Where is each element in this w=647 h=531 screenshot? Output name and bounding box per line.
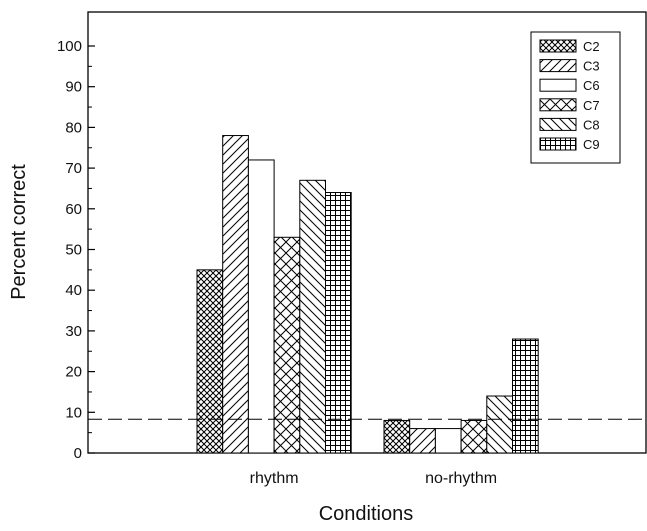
y-axis-title: Percent correct	[8, 164, 30, 300]
y-tick-label: 90	[65, 79, 82, 96]
y-tick-label: 80	[65, 119, 82, 136]
y-tick-label: 50	[65, 242, 82, 259]
legend-label-c7: C7	[583, 98, 600, 113]
legend-label-c3: C3	[583, 59, 600, 74]
bar-c3-no-rhythm	[409, 428, 436, 454]
y-tick-label: 20	[65, 364, 82, 381]
bar-c2-no-rhythm	[383, 419, 411, 454]
x-axis-title: Conditions	[319, 503, 414, 525]
y-tick-label: 10	[65, 404, 82, 421]
bar-c8-rhythm	[299, 179, 326, 454]
legend-label-c8: C8	[583, 117, 600, 132]
x-tick-label-rhythm: rhythm	[250, 470, 299, 487]
bar-c2-rhythm	[196, 269, 224, 454]
bar-c9-rhythm	[325, 192, 352, 454]
legend-swatch-c2	[539, 39, 577, 53]
plot-area-frame	[87, 11, 647, 454]
bar-c6-rhythm	[247, 159, 275, 454]
y-tick-label: 70	[65, 160, 82, 177]
legend-swatch-c8	[539, 117, 577, 131]
legend: C2 C3 C6 C7 C8 C9	[530, 31, 621, 164]
bar-c7-no-rhythm	[460, 419, 488, 454]
y-tick-label: 40	[65, 282, 82, 299]
y-tick-label: 0	[74, 445, 82, 462]
bar-c8-no-rhythm	[486, 395, 513, 454]
legend-swatch-c7	[539, 98, 577, 112]
legend-swatch-c6	[539, 78, 577, 92]
y-tick-label: 100	[57, 38, 82, 55]
legend-swatch-c3	[539, 59, 577, 73]
legend-label-c6: C6	[583, 78, 600, 93]
legend-label-c9: C9	[583, 137, 600, 152]
x-tick-label-no-rhythm: no-rhythm	[425, 470, 497, 487]
y-tick-label: 30	[65, 323, 82, 340]
legend-label-c2: C2	[583, 39, 600, 54]
bar-c6-no-rhythm	[434, 428, 462, 454]
bar-c7-rhythm	[273, 236, 301, 454]
y-tick-label: 60	[65, 201, 82, 218]
bar-c9-no-rhythm	[512, 338, 539, 454]
bar-c3-rhythm	[222, 135, 249, 454]
legend-swatch-c9	[539, 137, 577, 151]
